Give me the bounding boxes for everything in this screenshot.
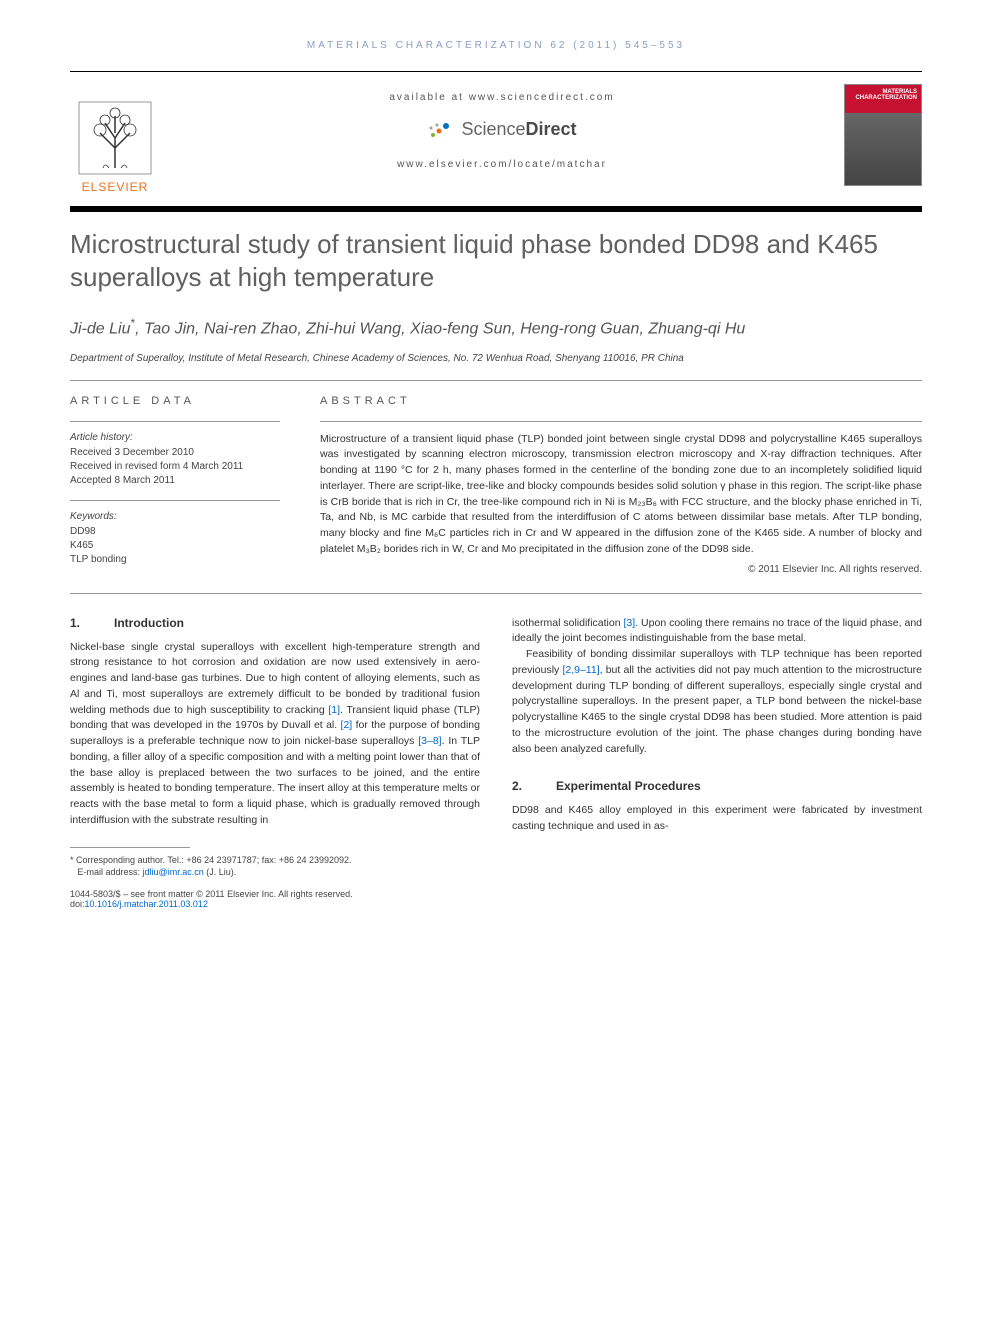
history-received: Received 3 December 2010 — [70, 446, 280, 460]
section-heading-intro: 1.Introduction — [70, 616, 480, 630]
section-num: 1. — [70, 616, 114, 630]
journal-reference: MATERIALS CHARACTERIZATION 62 (2011) 545… — [70, 40, 922, 51]
header-row: ELSEVIER available at www.sciencedirect.… — [70, 84, 922, 194]
sd-text: ScienceDirect — [461, 119, 576, 140]
abstract-heading: ABSTRACT — [320, 395, 922, 407]
citation-link[interactable]: [3–8] — [418, 735, 441, 747]
section-num: 2. — [512, 779, 556, 793]
body-columns: 1.Introduction Nickel-base single crysta… — [70, 616, 922, 909]
publisher-logo: ELSEVIER — [70, 84, 160, 194]
email-link[interactable]: jdliu@imr.ac.cn — [143, 867, 204, 877]
keyword: TLP bonding — [70, 553, 280, 567]
citation-link[interactable]: [1] — [328, 704, 340, 716]
available-at: available at www.sciencedirect.com — [160, 92, 844, 103]
meta-rule-bottom — [70, 593, 922, 594]
keyword: DD98 — [70, 525, 280, 539]
section-title: Introduction — [114, 616, 184, 630]
thick-rule — [70, 206, 922, 212]
cover-title: MATERIALS CHARACTERIZATION — [845, 89, 917, 101]
elsevier-tree-icon — [75, 98, 155, 178]
history-label: Article history: — [70, 432, 280, 443]
sd-swoosh-icon — [427, 117, 455, 141]
keywords-label: Keywords: — [70, 511, 280, 522]
section-heading-exp: 2.Experimental Procedures — [512, 779, 922, 793]
citation-link[interactable]: [3] — [624, 617, 636, 629]
footnote-email-line: E-mail address: jdliu@imr.ac.cn (J. Liu)… — [70, 866, 480, 879]
intro-para-1: Nickel-base single crystal superalloys w… — [70, 640, 480, 829]
footer-info: 1044-5803/$ – see front matter © 2011 El… — [70, 889, 480, 909]
keywords-block: Keywords: DD98 K465 TLP bonding — [70, 511, 280, 567]
footer-line1: 1044-5803/$ – see front matter © 2011 El… — [70, 889, 480, 899]
doi-link[interactable]: 10.1016/j.matchar.2011.03.012 — [85, 899, 208, 909]
journal-url: www.elsevier.com/locate/matchar — [160, 159, 844, 170]
publisher-name: ELSEVIER — [82, 180, 149, 194]
history-revised: Received in revised form 4 March 2011 — [70, 460, 280, 474]
section-title: Experimental Procedures — [556, 779, 701, 793]
footer-doi: doi:10.1016/j.matchar.2011.03.012 — [70, 899, 480, 909]
article-data-heading: ARTICLE DATA — [70, 395, 280, 407]
footnote-rule — [70, 847, 190, 848]
affiliation: Department of Superalloy, Institute of M… — [70, 353, 922, 364]
article-title: Microstructural study of transient liqui… — [70, 228, 922, 293]
citation-link[interactable]: [2,9–11] — [562, 664, 599, 676]
corresponding-author: * Corresponding author. Tel.: +86 24 239… — [70, 854, 480, 879]
copyright: © 2011 Elsevier Inc. All rights reserved… — [320, 564, 922, 575]
history-accepted: Accepted 8 March 2011 — [70, 474, 280, 488]
intro-para-3: Feasibility of bonding dissimilar supera… — [512, 647, 922, 757]
exp-para-1: DD98 and K465 alloy employed in this exp… — [512, 803, 922, 835]
sciencedirect-logo: ScienceDirect — [427, 117, 576, 141]
keyword: K465 — [70, 539, 280, 553]
right-column: isothermal solidification [3]. Upon cool… — [512, 616, 922, 909]
meta-row: ARTICLE DATA Article history: Received 3… — [70, 395, 922, 579]
center-block: available at www.sciencedirect.com Scien… — [160, 84, 844, 178]
article-data-column: ARTICLE DATA Article history: Received 3… — [70, 395, 280, 579]
authors: Ji-de Liu*, Tao Jin, Nai-ren Zhao, Zhi-h… — [70, 315, 922, 341]
article-history: Article history: Received 3 December 201… — [70, 432, 280, 488]
journal-cover-thumbnail: MATERIALS CHARACTERIZATION — [844, 84, 922, 186]
abstract-column: ABSTRACT Microstructure of a transient l… — [320, 395, 922, 579]
footnote-corr: * Corresponding author. Tel.: +86 24 239… — [70, 854, 480, 867]
top-rule — [70, 71, 922, 72]
meta-rule-top — [70, 380, 922, 381]
left-column: 1.Introduction Nickel-base single crysta… — [70, 616, 480, 909]
abstract-text: Microstructure of a transient liquid pha… — [320, 432, 922, 558]
citation-link[interactable]: [2] — [341, 719, 353, 731]
intro-para-2: isothermal solidification [3]. Upon cool… — [512, 616, 922, 648]
